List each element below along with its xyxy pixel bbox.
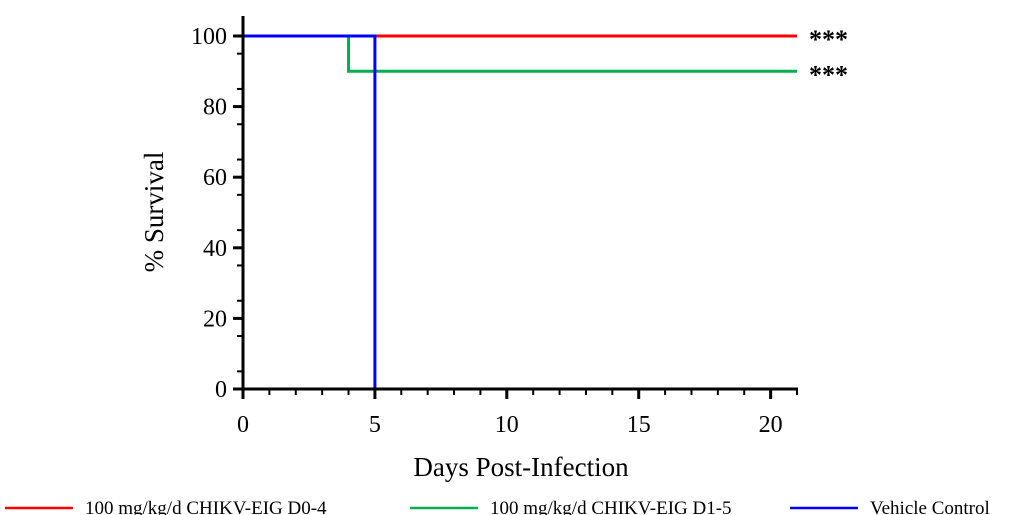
x-axis-title: Days Post-Infection: [413, 452, 629, 482]
legend-label-1: 100 mg/kg/d CHIKV-EIG D0-4: [85, 498, 327, 515]
y-tick-label: 80: [203, 95, 227, 121]
significance-label-1: ***: [809, 25, 848, 54]
legend-label-2: 100 mg/kg/d CHIKV-EIG D1-5: [490, 498, 732, 515]
y-tick-label: 40: [203, 236, 227, 262]
significance-label-2: ***: [809, 60, 848, 89]
y-tick-label: 100: [191, 24, 227, 50]
x-tick-label: 10: [495, 412, 519, 438]
x-tick-label: 15: [627, 412, 651, 438]
series-line-3: [243, 34, 377, 389]
ticks: 0 20 40 60 80 100 0 5 10 15 20: [191, 24, 798, 438]
legend: 100 mg/kg/d CHIKV-EIG D0-4 100 mg/kg/d CH…: [5, 498, 990, 515]
x-tick-label: 0: [237, 412, 249, 438]
y-axis-title: % Survival: [139, 152, 169, 273]
x-tick-label: 5: [369, 412, 381, 438]
plot-series: [243, 34, 797, 389]
y-tick-label: 20: [203, 306, 227, 332]
y-tick-label: 60: [203, 165, 227, 191]
legend-label-3: Vehicle Control: [870, 498, 990, 515]
y-tick-label: 0: [215, 377, 227, 403]
x-tick-label: 20: [759, 412, 783, 438]
series-line-2: [243, 34, 797, 73]
annotations: *** ***: [809, 25, 848, 89]
axes: [241, 16, 798, 391]
